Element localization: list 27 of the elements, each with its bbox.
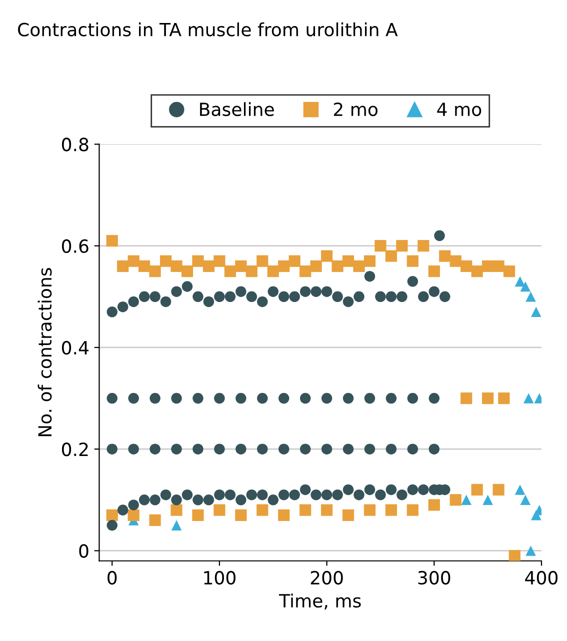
legend-label: 4 mo [437,102,482,116]
x-tick-label: 300 [418,570,450,585]
point [514,276,526,287]
point [523,393,534,404]
x-axis-title: Time, ms [278,594,361,610]
y-tick-label: 0.8 [62,138,88,152]
y-tick-label: 0.4 [62,340,88,355]
y-tick-label: 0 [79,544,88,558]
point [514,484,526,495]
point [526,292,536,302]
x-tick-label: 200 [310,570,343,585]
y-axis-title: No. of contractions [38,268,52,436]
point [520,494,531,506]
point [526,546,536,556]
point [530,306,542,318]
point [520,281,531,292]
point [461,494,472,506]
x-tick-label: 0 [108,570,117,585]
chart-title: Contractions in TA muscle from urolithin A [18,22,398,36]
y-tick-label: 0.6 [62,239,88,253]
legend-label: Baseline [200,102,274,116]
y-tick-label: 0.2 [62,442,88,456]
x-tick-label: 100 [204,570,236,585]
point [482,494,493,506]
point [171,520,182,530]
x-tick-label: 400 [525,570,558,585]
legend-label: 2 mo [334,102,378,116]
